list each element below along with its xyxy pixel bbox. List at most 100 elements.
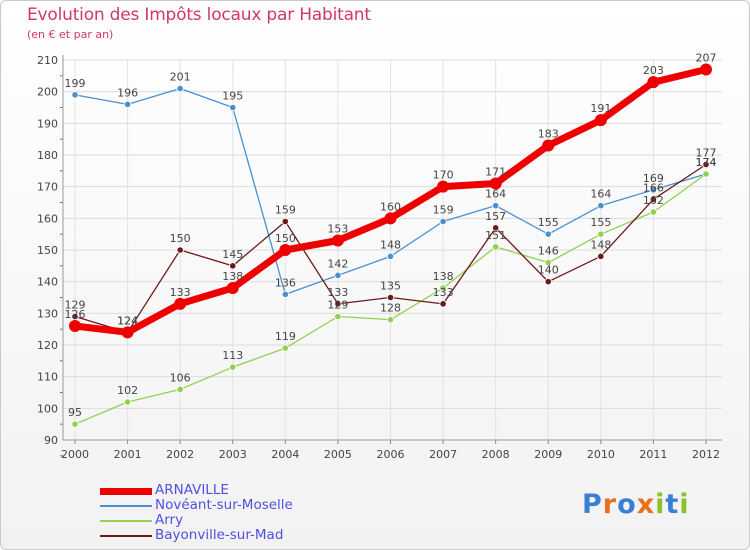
- legend-item: ARNAVILLE: [100, 482, 360, 498]
- legend-label: ARNAVILLE: [155, 482, 229, 498]
- y-tick-label: 130: [37, 307, 58, 320]
- legend-item: Novéant-sur-Moselle: [100, 497, 360, 513]
- chart-legend: ARNAVILLE Novéant-sur-Moselle Arry Bayonvil…: [100, 482, 360, 543]
- data-point: [492, 202, 500, 210]
- y-tick-label: 100: [37, 402, 58, 415]
- data-point: [439, 284, 447, 292]
- data-label: 102: [117, 384, 138, 397]
- data-label: 150: [170, 232, 191, 245]
- logo-letter: x: [636, 489, 656, 520]
- data-point: [281, 344, 289, 352]
- logo-letter: r: [602, 489, 618, 520]
- data-label: 160: [380, 200, 401, 213]
- data-label: 126: [65, 308, 86, 321]
- data-label: 183: [538, 128, 559, 141]
- data-point: [69, 320, 81, 332]
- data-label: 119: [275, 330, 296, 343]
- legend-label: Arry: [155, 512, 184, 528]
- y-tick-label: 160: [37, 212, 58, 225]
- data-point: [229, 103, 237, 112]
- data-point: [174, 297, 187, 310]
- data-label: 151: [485, 229, 506, 242]
- data-label: 145: [222, 248, 243, 261]
- series-arnaville: [69, 63, 712, 339]
- data-point: [229, 262, 237, 270]
- data-label: 207: [696, 52, 717, 65]
- data-point: [700, 63, 712, 76]
- data-point: [71, 420, 79, 428]
- data-point: [649, 208, 658, 216]
- series-nov-ant-sur-moselle: [71, 84, 710, 298]
- data-label: 138: [433, 270, 454, 283]
- y-tick-label: 200: [37, 86, 58, 99]
- proxiti-logo: Proxiti: [582, 489, 690, 520]
- data-point: [594, 114, 607, 127]
- data-point: [439, 300, 447, 308]
- data-label: 177: [696, 147, 717, 160]
- data-point: [544, 259, 552, 267]
- chart-subtitle: (en € et par an): [27, 28, 114, 41]
- data-point: [176, 246, 184, 254]
- data-point: [492, 243, 500, 251]
- data-point: [542, 139, 555, 152]
- data-point: [279, 244, 292, 256]
- data-point: [176, 385, 184, 393]
- data-label: 191: [590, 102, 611, 115]
- data-label: 146: [538, 245, 559, 258]
- x-tick-label: 2003: [219, 448, 247, 461]
- data-point: [597, 252, 605, 260]
- legend-label: Bayonville-sur-Mad: [155, 527, 284, 543]
- y-tick-label: 170: [37, 181, 58, 194]
- data-point: [176, 84, 184, 93]
- data-label: 133: [170, 286, 191, 299]
- data-point: [489, 177, 502, 190]
- data-point: [123, 100, 132, 108]
- y-tick-label: 150: [37, 244, 58, 257]
- data-label: 164: [485, 188, 506, 201]
- data-point: [649, 186, 658, 194]
- y-tick-label: 140: [37, 276, 58, 289]
- data-point: [386, 293, 395, 302]
- data-point: [647, 76, 660, 89]
- data-point: [544, 230, 552, 238]
- data-label: 195: [222, 90, 243, 103]
- data-label: 138: [222, 270, 243, 283]
- data-point: [437, 180, 450, 193]
- series-layer: [69, 63, 712, 428]
- data-label: 148: [380, 238, 401, 251]
- data-label: 157: [485, 210, 506, 223]
- data-label: 136: [275, 276, 296, 289]
- data-point: [226, 282, 239, 294]
- data-label: 203: [643, 64, 664, 77]
- data-point: [492, 224, 500, 232]
- legend-label: Novéant-sur-Moselle: [155, 497, 293, 513]
- data-label: 162: [643, 194, 664, 207]
- data-label: 128: [380, 302, 401, 315]
- data-point: [597, 230, 605, 238]
- data-label: 142: [327, 257, 348, 270]
- x-tick-label: 2011: [639, 448, 667, 461]
- data-label: 95: [68, 406, 82, 419]
- y-tick-label: 110: [37, 371, 58, 384]
- x-tick-label: 2006: [377, 448, 405, 461]
- data-label: 129: [327, 299, 348, 312]
- x-tick-label: 2004: [271, 448, 299, 461]
- data-point: [331, 234, 344, 247]
- x-tick-label: 2005: [324, 448, 352, 461]
- data-point: [544, 278, 552, 286]
- x-tick-label: 2008: [482, 448, 510, 461]
- x-tick-label: 2007: [429, 448, 457, 461]
- data-point: [384, 212, 397, 225]
- y-tick-label: 180: [37, 149, 58, 162]
- y-tick-label: 120: [37, 339, 58, 352]
- data-label: 129: [65, 299, 86, 312]
- data-label: 124: [117, 314, 138, 327]
- data-label: 124: [117, 314, 138, 327]
- y-tick-label: 190: [37, 117, 58, 130]
- x-tick-label: 2001: [114, 448, 142, 461]
- data-point: [123, 398, 132, 406]
- legend-item: Arry: [100, 512, 360, 528]
- y-tick-label: 90: [44, 434, 58, 447]
- x-tick-label: 2002: [166, 448, 194, 461]
- data-label: 201: [170, 71, 191, 84]
